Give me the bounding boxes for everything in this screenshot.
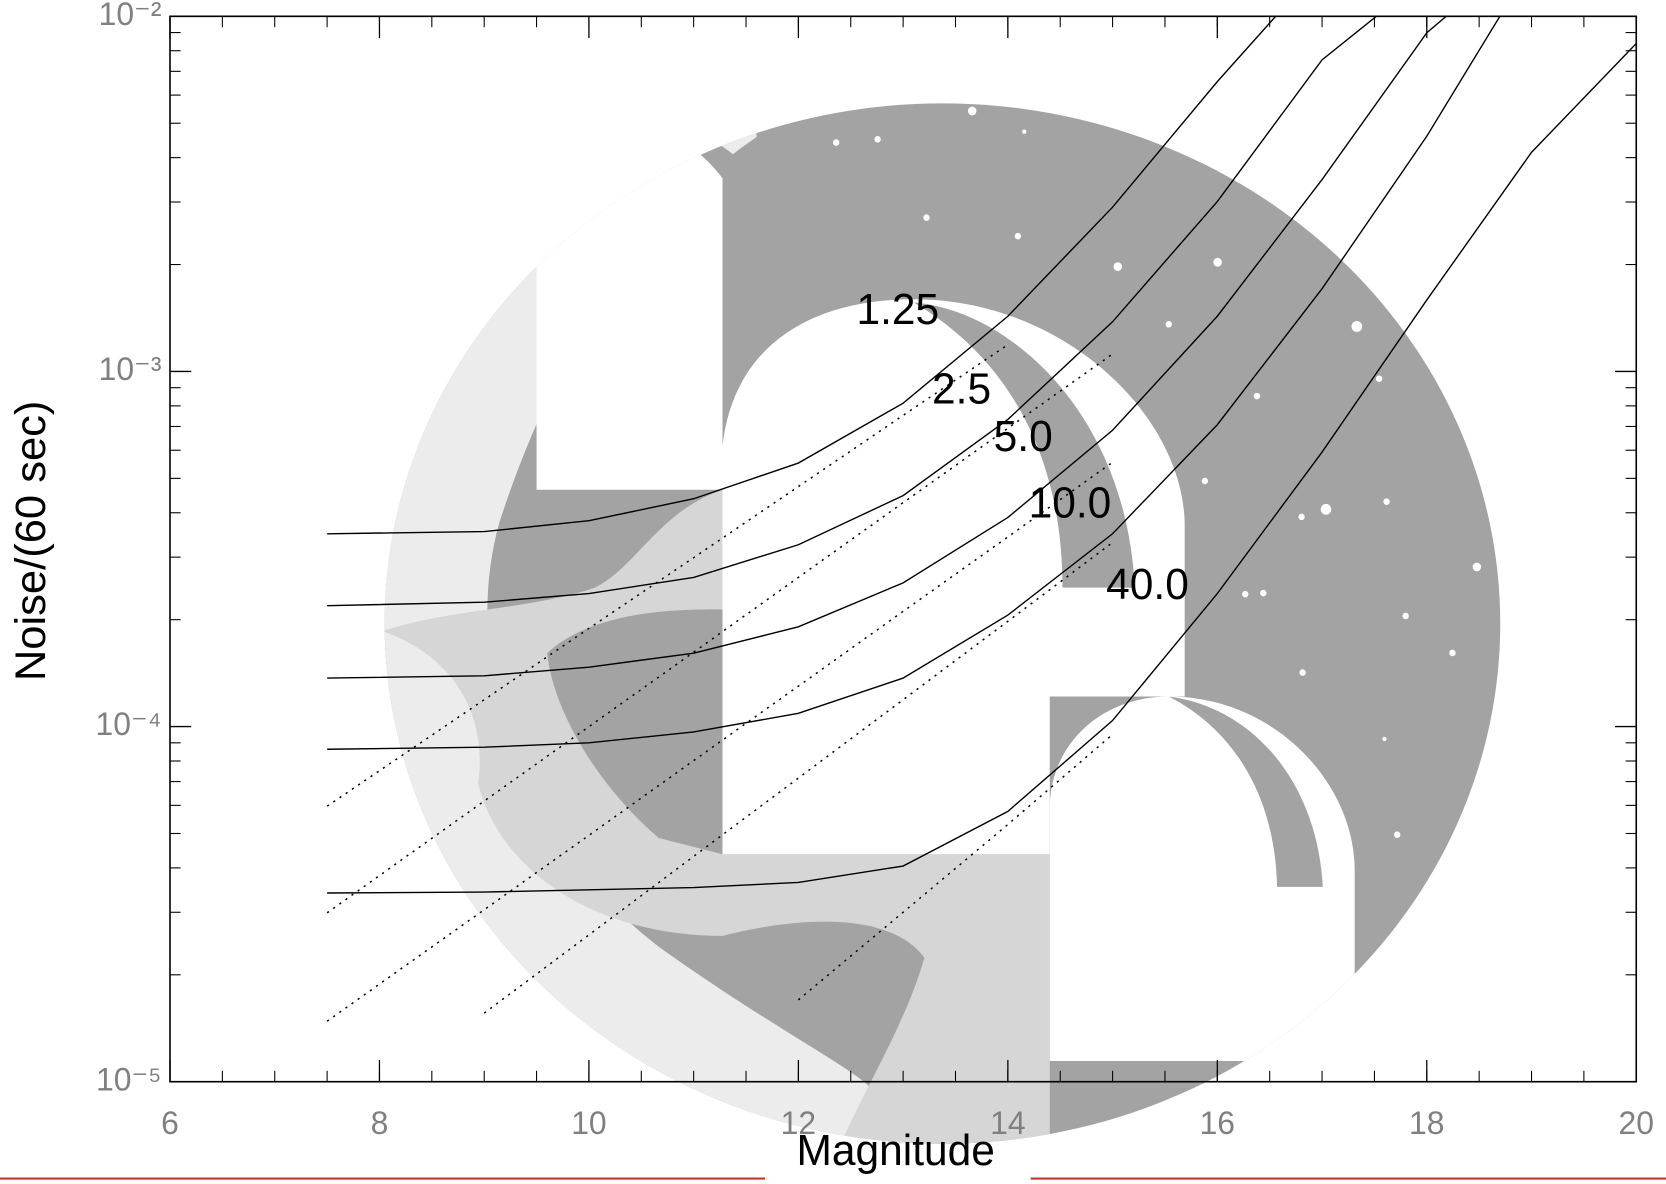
curve-label: 1.25: [856, 285, 939, 334]
x-tick-label: 10: [571, 1105, 606, 1141]
curve-label: 2.5: [932, 365, 991, 414]
curve-label: 40.0: [1106, 561, 1189, 610]
chart: 6810121416182010⁻⁵10⁻⁴10⁻³10⁻²1.252.55.0…: [0, 0, 1666, 1184]
x-tick-label: 16: [1200, 1105, 1235, 1141]
y-tick-label: 10⁻⁵: [96, 1061, 161, 1097]
y-tick-label: 10⁻⁴: [96, 706, 162, 742]
x-tick-label: 8: [371, 1105, 389, 1141]
y-tick-label: 10⁻³: [99, 351, 162, 387]
curve-label: 5.0: [994, 413, 1053, 462]
x-tick-label: 20: [1619, 1105, 1654, 1141]
x-axis-label: Magnitude: [796, 1127, 994, 1176]
y-axis-label: Noise/(60 sec): [8, 401, 55, 682]
y-tick-label: 10⁻²: [99, 0, 162, 32]
curve-label: 10.0: [1029, 479, 1112, 528]
background-logo: [319, 87, 1594, 1175]
x-tick-label: 18: [1409, 1105, 1444, 1141]
x-tick-label: 14: [990, 1105, 1025, 1141]
x-tick-label: 6: [161, 1105, 179, 1141]
